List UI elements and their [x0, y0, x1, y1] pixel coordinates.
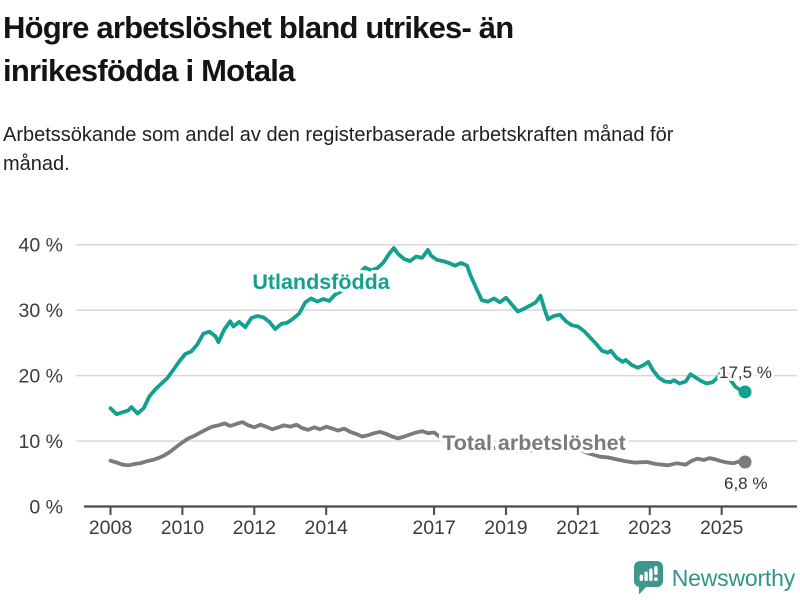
x-axis-label-2014: 2014: [305, 517, 349, 539]
x-axis-label-2023: 2023: [628, 517, 671, 539]
brand-logo: Newsworthy: [633, 561, 795, 595]
brand-name: Newsworthy: [671, 564, 795, 591]
series-end-dot-utlandsf-dda: [738, 385, 752, 399]
series-label-total-arbetsl-shet: Total arbetslöshet: [442, 431, 626, 455]
x-axis-label-2019: 2019: [484, 517, 527, 539]
y-axis-label-30: 30 %: [19, 300, 63, 322]
x-axis-label-2008: 2008: [89, 517, 132, 539]
speech-bubble-shape: [633, 561, 663, 595]
bar-3: [648, 568, 653, 581]
x-axis-label-2017: 2017: [412, 517, 455, 539]
end-value-label-17-5-: 17,5 %: [719, 363, 772, 382]
x-axis-label-2025: 2025: [700, 517, 744, 539]
series-line-total-arbetsl-shet: [108, 420, 747, 468]
y-axis-label-10: 10 %: [19, 431, 63, 453]
y-axis-label-0: 0 %: [29, 497, 63, 519]
y-axis-label-40: 40 %: [19, 235, 63, 257]
x-axis-label-2012: 2012: [233, 517, 276, 539]
series-line-utlandsf-dda: [108, 246, 747, 417]
bar-1: [639, 574, 643, 581]
series-label-utlandsf-dda: Utlandsfödda: [252, 270, 390, 294]
end-value-label-6-8-: 6,8 %: [724, 474, 767, 493]
series-end-dot-total-arbetsl-shet: [738, 455, 752, 469]
y-axis-label-20: 20 %: [19, 366, 63, 388]
exclamation-bar: [653, 566, 658, 575]
x-axis-label-2010: 2010: [161, 517, 205, 539]
chart-subtitle: Arbetssökande som andel av den registerb…: [3, 124, 674, 175]
exclamation-dot: [653, 577, 658, 581]
x-axis-label-2021: 2021: [556, 517, 599, 539]
newsworthy-logo-icon: [633, 561, 663, 595]
chart-title: Högre arbetslöshet bland utrikes- än inr…: [3, 10, 514, 88]
bar-2: [644, 571, 648, 581]
